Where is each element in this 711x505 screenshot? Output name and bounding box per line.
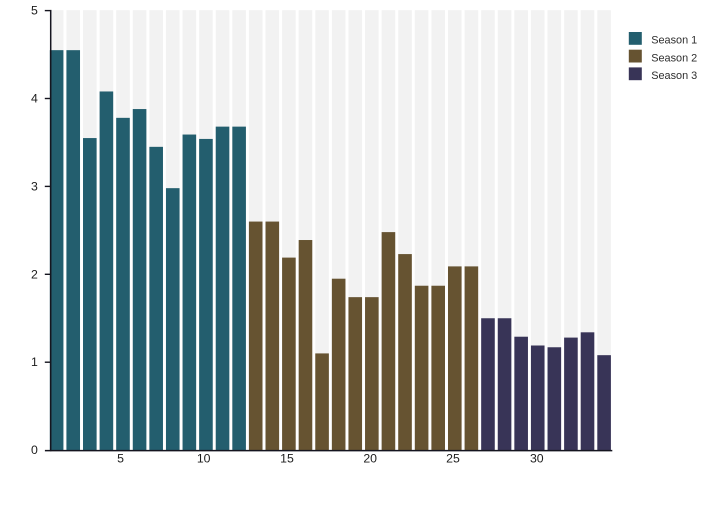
svg-text:Season 1: Season 1: [651, 35, 697, 47]
svg-text:10: 10: [197, 451, 211, 465]
svg-text:Season 2: Season 2: [651, 52, 697, 64]
svg-text:20: 20: [363, 451, 377, 465]
svg-text:1: 1: [31, 355, 38, 369]
svg-text:2: 2: [31, 267, 38, 281]
svg-text:Season 3: Season 3: [651, 70, 697, 82]
svg-text:15: 15: [280, 451, 294, 465]
svg-text:4: 4: [31, 92, 38, 106]
svg-text:0: 0: [31, 443, 38, 457]
svg-text:3: 3: [31, 179, 38, 193]
svg-text:30: 30: [530, 451, 544, 465]
svg-text:25: 25: [446, 451, 460, 465]
svg-text:5: 5: [31, 4, 38, 18]
svg-text:5: 5: [117, 451, 124, 465]
